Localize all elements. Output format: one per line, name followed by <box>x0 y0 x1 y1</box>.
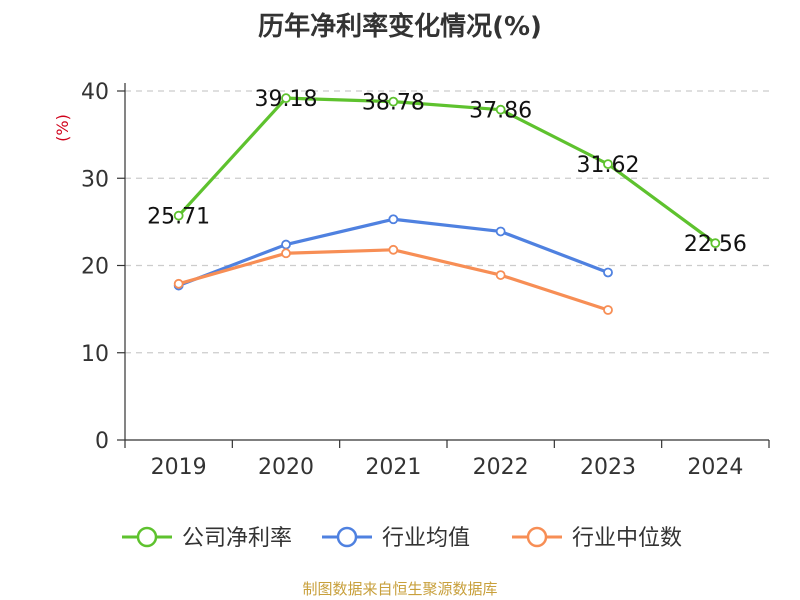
source-note: 制图数据来自恒生聚源数据库 <box>302 580 498 598</box>
data-point <box>603 159 613 170</box>
x-tick-label: 2019 <box>151 455 207 480</box>
legend-label: 行业均值 <box>382 526 470 551</box>
legend-item: 公司净利率 <box>122 526 292 551</box>
data-point <box>388 214 399 225</box>
data-label: 39.18 <box>255 87 318 112</box>
legend-item: 行业中位数 <box>512 526 682 551</box>
axes: 0 10 20 30 40 2019 2020 2021 2022 2023 2024 <box>81 80 770 480</box>
data-point <box>495 270 506 280</box>
legend-label: 公司净利率 <box>182 526 292 551</box>
data-point <box>710 238 721 249</box>
x-tick-label: 2024 <box>687 455 743 480</box>
data-point <box>173 278 184 289</box>
data-point <box>603 267 613 278</box>
legend-swatch-marker <box>526 526 548 548</box>
legend-item: 行业均值 <box>322 526 470 551</box>
y-tick-label: 10 <box>81 342 109 367</box>
y-tick-label: 20 <box>81 255 109 280</box>
x-tick-label: 2023 <box>580 455 636 480</box>
data-point <box>388 244 399 255</box>
series-layer <box>173 93 721 315</box>
series-line <box>178 248 609 312</box>
data-point <box>603 305 613 315</box>
data-point <box>173 210 184 221</box>
data-label: 31.62 <box>577 153 640 178</box>
data-label: 37.86 <box>469 99 532 124</box>
y-tick-label: 0 <box>95 429 109 454</box>
data-point <box>281 248 291 259</box>
grid-lines <box>125 90 769 354</box>
data-point <box>495 226 506 237</box>
x-tick-label: 2021 <box>365 455 421 480</box>
legend-swatch-marker <box>336 526 358 548</box>
x-tick-label: 2022 <box>473 455 529 480</box>
legend-swatch-marker <box>136 526 158 548</box>
x-tick-label: 2020 <box>258 455 314 480</box>
data-point <box>281 239 291 250</box>
series-line <box>177 96 717 245</box>
legend: 公司净利率 行业均值 行业中位数 <box>122 526 682 551</box>
y-tick-label: 30 <box>81 167 109 192</box>
data-point <box>281 93 291 104</box>
chart-title: 历年净利率变化情况(%) <box>258 12 542 42</box>
data-label: 25.71 <box>147 205 210 230</box>
data-point <box>388 96 399 107</box>
data-labels: 25.71 39.18 38.78 37.86 31.62 22.56 <box>147 87 747 257</box>
y-axis-label: (%) <box>53 114 72 142</box>
data-point <box>495 104 506 115</box>
data-label: 22.56 <box>684 232 747 257</box>
y-tick-label: 40 <box>81 80 109 105</box>
legend-label: 行业中位数 <box>572 526 682 551</box>
data-label: 38.78 <box>362 91 425 116</box>
